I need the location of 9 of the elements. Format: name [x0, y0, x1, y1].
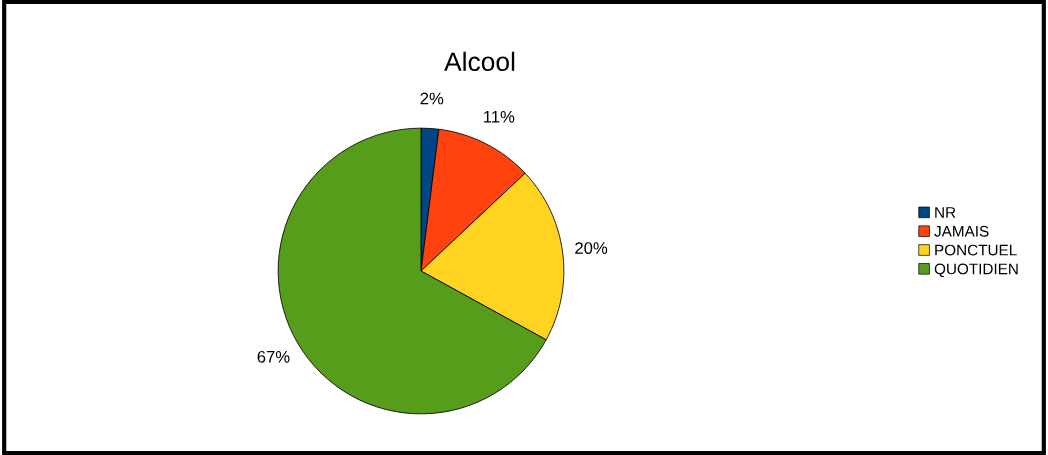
data-label: 20%	[575, 242, 608, 254]
data-label: 2%	[420, 92, 444, 105]
legend-label: NR	[935, 207, 956, 218]
legend-label: QUOTIDIEN	[934, 263, 1018, 278]
data-label: 67%	[257, 350, 290, 363]
data-label: 11%	[484, 111, 515, 123]
legend-label: PONCTUEL	[935, 244, 1017, 256]
chart-title: Alcool	[444, 51, 515, 72]
legend-label: JAMAIS	[934, 225, 989, 237]
